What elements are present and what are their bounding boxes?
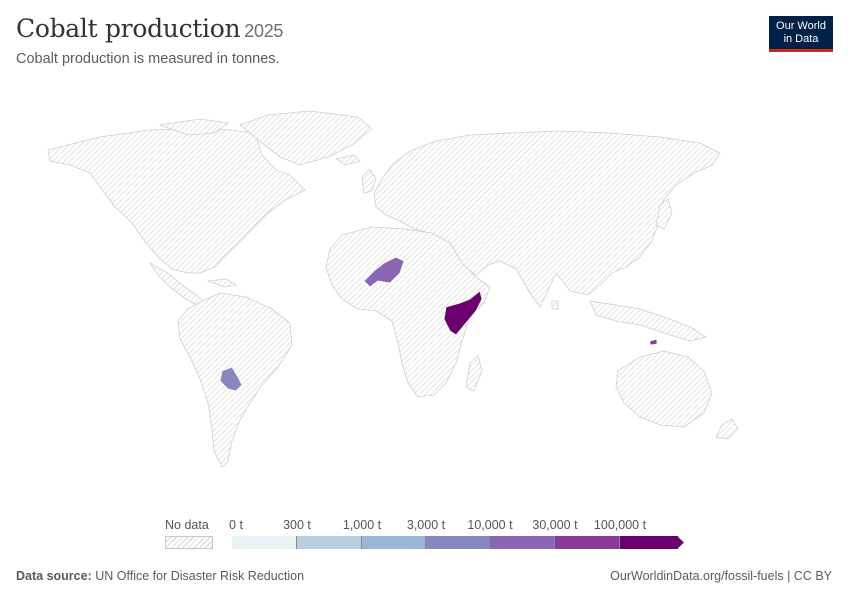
sri-lanka-region[interactable] — [551, 300, 559, 310]
new-zealand-region[interactable] — [715, 418, 739, 440]
footer-url[interactable]: OurWorldinData.org/fossil-fuels | CC BY — [610, 569, 832, 583]
title-text: Cobalt production — [16, 14, 241, 43]
legend-tick-4: 10,000 t — [467, 518, 513, 532]
caribbean-region[interactable] — [207, 278, 237, 288]
legend-no-data-label: No data — [165, 518, 209, 532]
uk-region[interactable] — [361, 168, 377, 194]
chart-title: Cobalt production 2025 — [16, 14, 283, 43]
japan-region[interactable] — [655, 198, 673, 230]
country-niger[interactable] — [363, 256, 405, 288]
country-paraguay[interactable] — [219, 366, 243, 392]
legend-tick-5: 30,000 t — [532, 518, 578, 532]
title-year[interactable]: 2025 — [244, 21, 284, 41]
iceland-region[interactable] — [335, 154, 361, 166]
legend-bin-6[interactable] — [620, 536, 678, 549]
source-text[interactable]: UN Office for Disaster Risk Reduction — [95, 569, 305, 583]
legend-bin-0[interactable] — [232, 536, 297, 549]
country-somalia[interactable] — [443, 290, 483, 336]
legend-tick-6: 100,000 t — [593, 518, 647, 532]
arctic-islands-region[interactable] — [159, 118, 229, 136]
world-map[interactable] — [0, 95, 850, 505]
owid-logo[interactable]: Our World in Data — [769, 16, 833, 52]
legend-arrow-icon — [677, 536, 684, 549]
footer: Data source: UN Office for Disaster Risk… — [16, 569, 832, 583]
source-label: Data source: — [16, 569, 92, 583]
greenland-region[interactable] — [239, 110, 373, 166]
legend-bin-4[interactable] — [490, 536, 555, 549]
legend-bin-5[interactable] — [555, 536, 620, 549]
country-timor-leste[interactable] — [649, 338, 658, 346]
chart-header: Cobalt production 2025 Cobalt production … — [16, 14, 283, 67]
africa-region[interactable] — [325, 226, 491, 398]
legend-tick-3: 3,000 t — [406, 518, 446, 532]
legend: No data 0 t 300 t 1,000 t 3,000 t 10,000… — [0, 512, 850, 552]
legend-no-data-swatch[interactable] — [165, 536, 213, 549]
legend-bin-3[interactable] — [426, 536, 490, 549]
australia-region[interactable] — [615, 350, 713, 428]
logo-line-2: in Data — [783, 33, 819, 45]
legend-tick-1: 300 t — [283, 518, 311, 532]
legend-bin-1[interactable] — [297, 536, 362, 549]
legend-tick-0: 0 t — [229, 518, 243, 532]
southeast-asia-islands-region[interactable] — [589, 300, 707, 342]
chart-subtitle: Cobalt production is measured in tonnes. — [16, 51, 280, 67]
madagascar-region[interactable] — [465, 354, 483, 392]
legend-tick-2: 1,000 t — [342, 518, 382, 532]
north-america-region[interactable] — [47, 127, 306, 274]
logo-line-1: Our World — [776, 20, 826, 32]
legend-bin-2[interactable] — [362, 536, 426, 549]
